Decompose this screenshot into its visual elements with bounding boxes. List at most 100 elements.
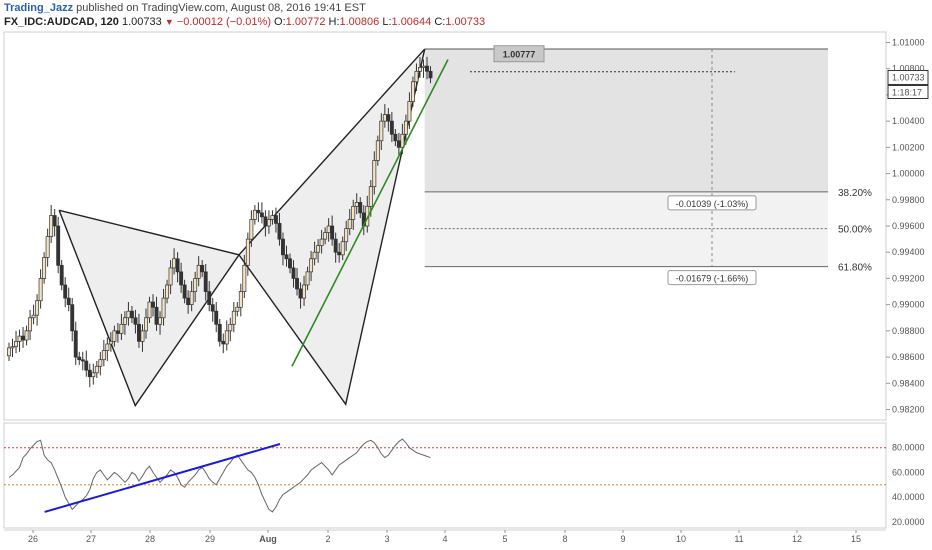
candle-body (31, 314, 36, 319)
candle-body (10, 346, 15, 349)
measure-zone-lower (424, 191, 828, 267)
candle-body (256, 209, 261, 214)
rsi-tick-label: 80.0000 (892, 443, 925, 453)
candle-body (172, 258, 177, 269)
countdown-tag (887, 84, 929, 99)
candle-body (119, 323, 124, 334)
candle-body (129, 310, 134, 319)
candle-body (52, 215, 57, 227)
candle-body (421, 65, 426, 68)
price-tick-label: 0.99200 (892, 273, 925, 283)
price-tick-label: 0.99000 (892, 300, 925, 310)
close-label: C: (434, 16, 446, 28)
candle-body (407, 101, 412, 122)
candle-body (238, 291, 243, 308)
time-tick-label: 28 (145, 534, 155, 544)
candle-body (228, 323, 233, 332)
candle-body (323, 232, 328, 240)
candle-body (305, 271, 310, 286)
candle-body (266, 219, 271, 227)
measure-label-box (667, 270, 757, 286)
candle-body (284, 254, 289, 260)
symbol-label[interactable]: FX_IDC:AUDCAD, 120 (4, 16, 119, 28)
down-arrow-icon: ▼ (164, 17, 174, 27)
green-trendline (291, 59, 449, 367)
candle-body (84, 360, 89, 371)
fib-label: 61.80% (838, 263, 872, 274)
candles (7, 56, 433, 388)
time-tick-label: 5 (502, 534, 507, 544)
price-tick-label: 0.98800 (892, 326, 925, 336)
last-price-tag (887, 69, 929, 85)
time-tick-label: 9 (620, 534, 625, 544)
candle-body (112, 330, 117, 342)
candle-body (337, 251, 342, 256)
candle-body (330, 225, 335, 240)
measure-label: -0.01679 (-1.66%) (676, 274, 749, 284)
candle-body (245, 238, 250, 266)
candle-body (108, 341, 113, 345)
xabcd-pattern[interactable] (58, 48, 426, 408)
candle-body (28, 317, 33, 332)
candle-body (207, 291, 212, 305)
low-label: L: (382, 16, 392, 28)
candle-body (24, 330, 29, 341)
candle-body (309, 258, 314, 273)
candle-body (147, 301, 152, 319)
candle-body (144, 317, 148, 332)
candle-body (101, 350, 106, 361)
candle-body (379, 120, 384, 142)
candle-body (259, 212, 264, 218)
candle-body (368, 186, 373, 207)
time-tick-label: 4 (442, 534, 447, 544)
marker-label: 1.00777 (503, 50, 536, 60)
candle-body (358, 202, 363, 214)
candle-body (182, 284, 187, 299)
rsi-line (8, 438, 431, 513)
price-tick-label: 1.00200 (892, 142, 925, 152)
candle-body (80, 359, 85, 362)
candle-body (295, 278, 299, 290)
candle-body (42, 257, 47, 279)
price-tick-label: 1.00000 (892, 169, 925, 179)
candle-body (375, 140, 380, 161)
candle-body (77, 356, 82, 361)
time-tick-label: 3 (384, 534, 389, 544)
price-tick-label: 1.01000 (892, 37, 925, 47)
author-link[interactable]: Trading_Jazz (4, 2, 74, 14)
trendline[interactable] (291, 59, 449, 367)
price-tick-label: 0.99400 (892, 247, 925, 257)
candle-body (175, 258, 180, 273)
candle-body (344, 228, 349, 243)
candle-body (91, 372, 96, 378)
rsi-tick-label: 20.0000 (892, 517, 925, 527)
candle-body (403, 120, 408, 135)
candle-body (200, 264, 205, 273)
candle-body (425, 65, 429, 72)
pattern-xb-line (58, 209, 240, 256)
candle-body (372, 160, 377, 188)
candle-body (17, 335, 22, 342)
candle-body (326, 225, 331, 233)
open-label: O: (274, 16, 286, 28)
low-value: 1.00644 (391, 16, 432, 28)
candle-body (87, 369, 92, 378)
candle-body (35, 300, 40, 316)
price-tick-label: 0.99800 (892, 195, 925, 205)
candle-body (281, 238, 285, 256)
candle-body (14, 341, 18, 347)
candle-body (105, 343, 110, 351)
candle-body (291, 267, 296, 279)
candle-body (389, 120, 394, 135)
candle-body (263, 216, 268, 227)
time-tick-label: 27 (86, 534, 96, 544)
candle-body (242, 264, 247, 292)
candle-body (210, 304, 215, 312)
candle-body (179, 271, 184, 286)
candle-body (316, 245, 321, 253)
fib-label: 50.00% (838, 225, 872, 236)
price-tick-label: 0.98600 (892, 352, 925, 362)
symbol-header: FX_IDC:AUDCAD, 120 1.00733 ▼ −0.00012 (−… (4, 16, 485, 28)
last-price: 1.00733 (121, 16, 162, 28)
